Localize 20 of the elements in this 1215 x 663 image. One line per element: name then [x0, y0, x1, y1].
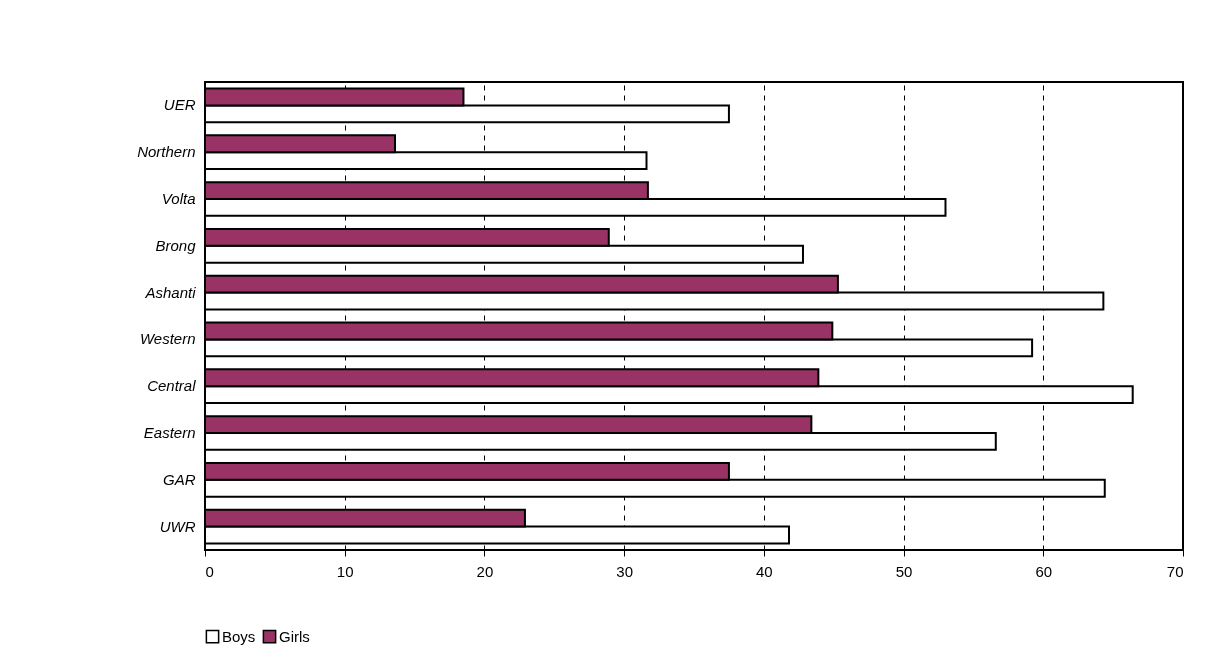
x-tick-label: 50	[895, 562, 913, 580]
y-tick-label: Brong	[155, 236, 197, 254]
x-tick-label: 20	[476, 562, 494, 580]
y-tick-label: Northern	[137, 143, 196, 161]
y-tick-label: UER	[163, 96, 196, 114]
y-tick-label: GAR	[162, 470, 196, 488]
y-tick-label: Eastern	[143, 424, 196, 441]
x-tick-label: 70	[1166, 562, 1184, 580]
y-tick-label: Western	[139, 330, 196, 348]
legend-label: Boys	[222, 627, 256, 645]
legend-label: Girls	[279, 627, 310, 645]
x-tick-label: 0	[205, 562, 214, 580]
x-tick-label: 60	[1035, 562, 1053, 580]
x-tick-label: 10	[336, 562, 354, 580]
y-tick-label: Central	[147, 377, 197, 395]
x-tick-label: 40	[756, 562, 773, 580]
x-tick-label: 30	[616, 562, 633, 580]
y-tick-label: UWR	[159, 517, 196, 535]
y-tick-label: Ashanti	[144, 283, 197, 301]
y-tick-label: Volta	[161, 190, 196, 207]
